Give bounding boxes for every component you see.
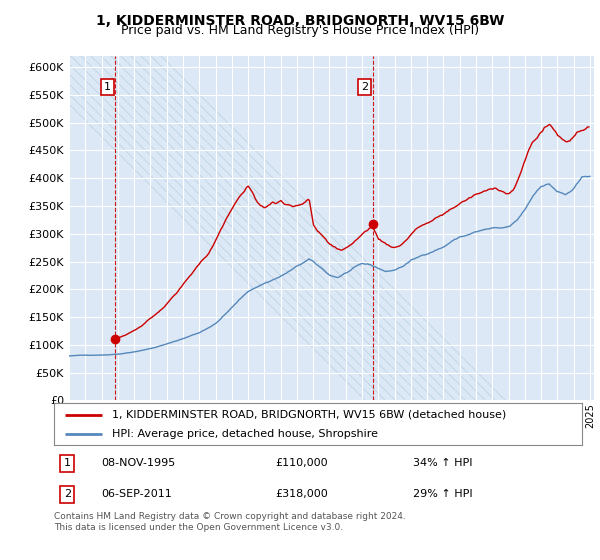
Text: 1, KIDDERMINSTER ROAD, BRIDGNORTH, WV15 6BW (detached house): 1, KIDDERMINSTER ROAD, BRIDGNORTH, WV15 … — [112, 409, 506, 419]
Text: 29% ↑ HPI: 29% ↑ HPI — [413, 489, 473, 499]
Text: 06-SEP-2011: 06-SEP-2011 — [101, 489, 172, 499]
Text: 1: 1 — [104, 82, 111, 92]
Text: 1: 1 — [64, 459, 71, 468]
Text: £318,000: £318,000 — [276, 489, 329, 499]
Text: 34% ↑ HPI: 34% ↑ HPI — [413, 459, 473, 468]
Text: 2: 2 — [361, 82, 368, 92]
Text: 2: 2 — [64, 489, 71, 499]
Text: Contains HM Land Registry data © Crown copyright and database right 2024.
This d: Contains HM Land Registry data © Crown c… — [54, 512, 406, 532]
Text: Price paid vs. HM Land Registry's House Price Index (HPI): Price paid vs. HM Land Registry's House … — [121, 24, 479, 36]
Text: 08-NOV-1995: 08-NOV-1995 — [101, 459, 176, 468]
Text: 1, KIDDERMINSTER ROAD, BRIDGNORTH, WV15 6BW: 1, KIDDERMINSTER ROAD, BRIDGNORTH, WV15 … — [96, 14, 504, 28]
Text: HPI: Average price, detached house, Shropshire: HPI: Average price, detached house, Shro… — [112, 429, 378, 439]
Text: £110,000: £110,000 — [276, 459, 328, 468]
